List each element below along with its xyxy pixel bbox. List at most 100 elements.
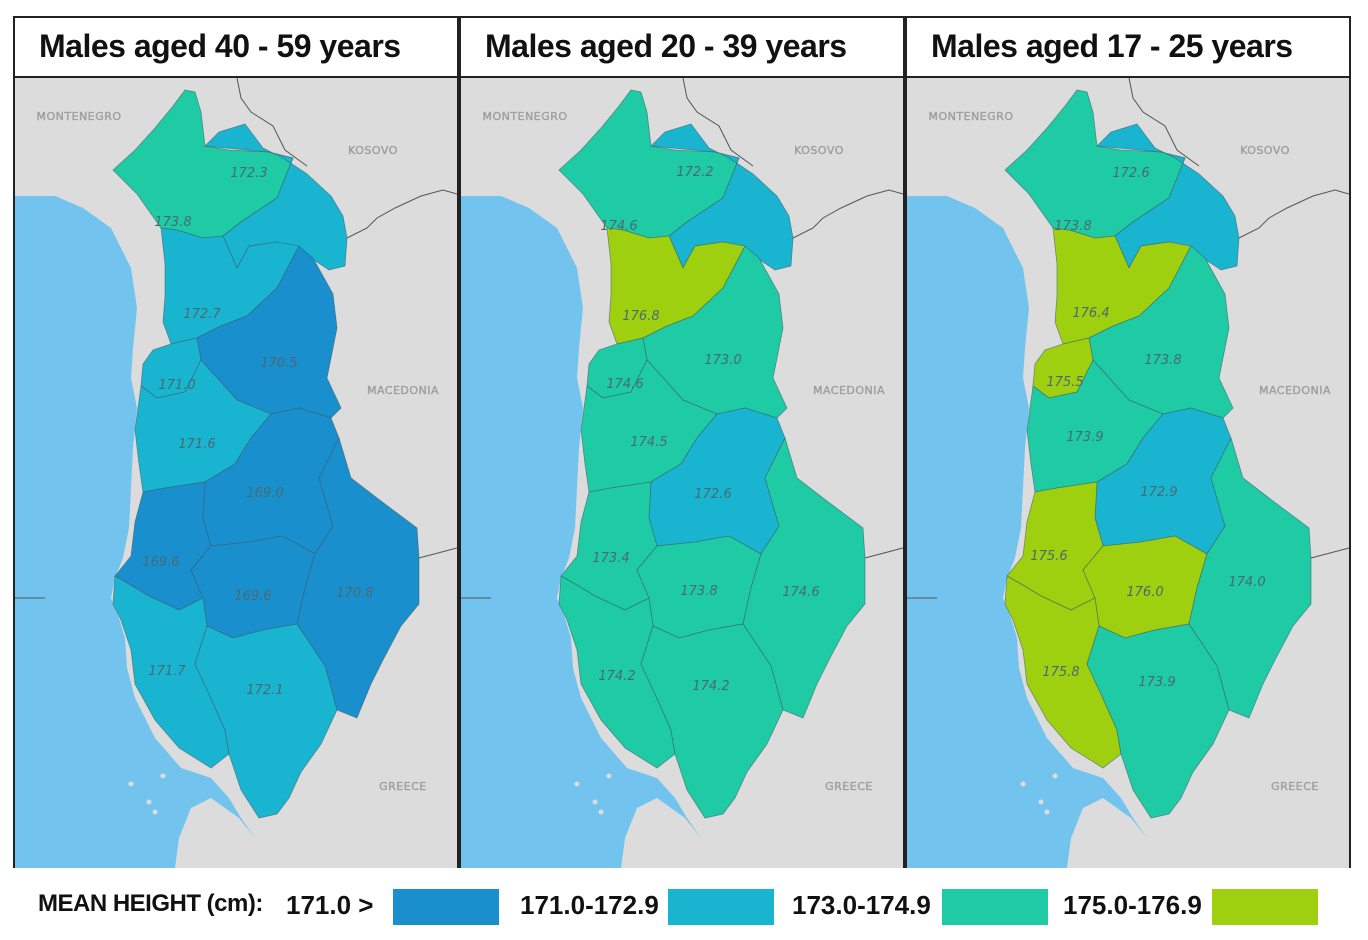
region-value-label: 170.8 xyxy=(336,586,373,601)
legend-swatch xyxy=(393,889,499,925)
region-value-label: 175.8 xyxy=(1042,665,1079,680)
region-value-label: 170.5 xyxy=(260,356,297,371)
islet xyxy=(160,773,166,779)
region-value-label: 171.6 xyxy=(178,437,215,452)
corfu-coast xyxy=(175,798,315,868)
region-northeast xyxy=(1096,123,1240,271)
islet xyxy=(146,799,152,805)
islet xyxy=(128,781,134,787)
sea xyxy=(461,196,701,868)
country-label-montenegro: MONTENEGRO xyxy=(36,110,121,123)
legend-bin-label: 171.0-172.9 xyxy=(520,890,659,920)
region-value-label: 173.8 xyxy=(1144,353,1181,368)
panel-title: Males aged 40 - 59 years xyxy=(15,18,457,78)
region-value-label: 174.2 xyxy=(692,679,729,694)
country-label-kosovo: KOSOVO xyxy=(1240,144,1290,157)
sea xyxy=(15,196,255,868)
islet xyxy=(1038,799,1044,805)
region-value-label: 173.8 xyxy=(1054,219,1091,234)
region-value-label: 172.7 xyxy=(183,307,221,322)
country-label-montenegro: MONTENEGRO xyxy=(928,110,1013,123)
region-value-label: 173.0 xyxy=(704,353,741,368)
region-value-label: 176.4 xyxy=(1072,306,1109,321)
region-gjirokaster xyxy=(640,623,784,819)
country-label-kosovo: KOSOVO xyxy=(794,144,844,157)
islet xyxy=(592,799,598,805)
border-line xyxy=(864,547,903,559)
legend-bin-label: 173.0-174.9 xyxy=(792,890,931,920)
region-value-label: 169.6 xyxy=(234,589,271,604)
country-label-macedonia: MACEDONIA xyxy=(367,384,439,397)
region-gjirokaster xyxy=(1086,623,1230,819)
corfu-coast xyxy=(621,798,761,868)
border-line xyxy=(346,189,457,239)
region-value-label: 173.4 xyxy=(592,551,629,566)
region-value-label: 176.0 xyxy=(1126,585,1163,600)
legend: MEAN HEIGHT (cm): 171.0 > 171.0-172.9 17… xyxy=(0,880,1368,940)
region-value-label: 172.6 xyxy=(1112,166,1149,181)
border-line xyxy=(1310,547,1349,559)
map: 173.8 172.6 176.4 173.8 175.5 173.9 172.9 175.6… xyxy=(907,78,1349,868)
islet xyxy=(1044,809,1050,815)
islet xyxy=(598,809,604,815)
region-value-label: 174.6 xyxy=(782,585,819,600)
country-label-montenegro: MONTENEGRO xyxy=(482,110,567,123)
region-value-label: 174.6 xyxy=(606,377,643,392)
legend-swatch xyxy=(1212,889,1318,925)
border-line xyxy=(236,78,308,167)
map-panel-17-25: Males aged 17 - 25 years 173.8 172.6 176.4… xyxy=(905,16,1351,868)
region-value-label: 173.9 xyxy=(1066,430,1103,445)
region-value-label: 173.9 xyxy=(1138,675,1175,690)
sea xyxy=(907,196,1147,868)
country-label-greece: GREECE xyxy=(1271,780,1319,793)
legend-swatch xyxy=(668,889,774,925)
map: 174.6 172.2 176.8 173.0 174.6 174.5 172.6 173.4… xyxy=(461,78,903,868)
map-panel-40-59: Males aged 40 - 59 years 173.8 172.3 172.7… xyxy=(13,16,459,868)
region-value-label: 174.2 xyxy=(598,669,635,684)
region-value-label: 173.8 xyxy=(154,215,191,230)
map-panel-20-39: Males aged 20 - 39 years 174.6 172.2 176.8… xyxy=(459,16,905,868)
country-label-kosovo: KOSOVO xyxy=(348,144,398,157)
islet xyxy=(152,809,158,815)
region-northeast xyxy=(650,123,794,271)
region-value-label: 175.6 xyxy=(1030,549,1067,564)
region-value-label: 174.6 xyxy=(600,219,637,234)
border-line xyxy=(418,547,457,559)
border-line xyxy=(792,189,903,239)
country-label-greece: GREECE xyxy=(825,780,873,793)
country-label-macedonia: MACEDONIA xyxy=(1259,384,1331,397)
islet xyxy=(1020,781,1026,787)
panel-title: Males aged 20 - 39 years xyxy=(461,18,903,78)
islet xyxy=(574,781,580,787)
region-value-label: 172.1 xyxy=(246,683,283,698)
region-northeast xyxy=(204,123,348,271)
region-value-label: 169.6 xyxy=(142,555,179,570)
region-value-label: 172.3 xyxy=(230,166,267,181)
region-value-label: 174.5 xyxy=(630,435,667,450)
islet xyxy=(1052,773,1058,779)
region-value-label: 169.0 xyxy=(246,486,283,501)
corfu-coast xyxy=(1067,798,1207,868)
legend-swatch xyxy=(942,889,1048,925)
region-gjirokaster xyxy=(194,623,338,819)
border-line xyxy=(1128,78,1200,167)
border-line xyxy=(682,78,754,167)
region-value-label: 171.0 xyxy=(158,378,195,393)
map: 173.8 172.3 172.7 170.5 171.0 171.6 169.0 169.6… xyxy=(15,78,457,868)
region-value-label: 171.7 xyxy=(148,664,186,679)
region-value-label: 172.6 xyxy=(694,487,731,502)
panel-title: Males aged 17 - 25 years xyxy=(907,18,1349,78)
region-value-label: 172.9 xyxy=(1140,485,1177,500)
border-line xyxy=(1238,189,1349,239)
islet xyxy=(606,773,612,779)
legend-title: MEAN HEIGHT (cm): xyxy=(38,890,263,917)
region-value-label: 173.8 xyxy=(680,584,717,599)
region-value-label: 174.0 xyxy=(1228,575,1265,590)
region-value-label: 172.2 xyxy=(676,165,713,180)
region-value-label: 175.5 xyxy=(1046,375,1083,390)
legend-bin-label: 171.0 > xyxy=(286,890,374,920)
legend-bin-label: 175.0-176.9 xyxy=(1063,890,1202,920)
country-label-macedonia: MACEDONIA xyxy=(813,384,885,397)
region-berat xyxy=(190,535,316,639)
country-label-greece: GREECE xyxy=(379,780,427,793)
